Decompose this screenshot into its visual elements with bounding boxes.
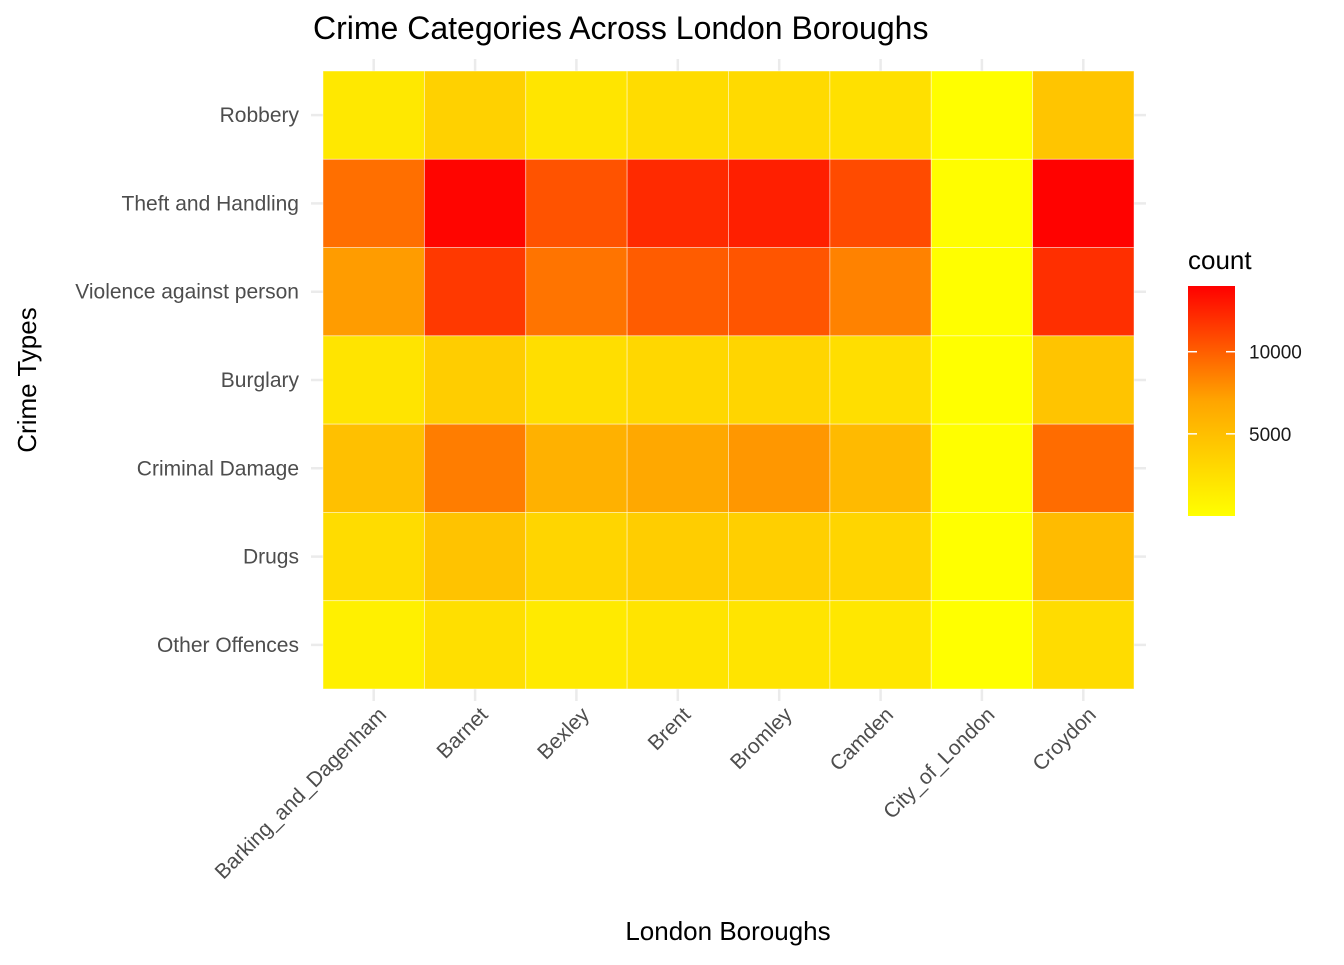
heatmap-cell	[322, 335, 425, 425]
heatmap-cell	[829, 247, 932, 337]
y-tick-label: Criminal Damage	[137, 457, 299, 480]
heatmap-cell	[626, 512, 729, 602]
heatmap-cell	[1032, 335, 1135, 425]
heatmap-cell	[525, 600, 628, 690]
heatmap-cell	[930, 512, 1034, 602]
heatmap-cell	[728, 335, 831, 425]
heatmap-cell	[728, 247, 831, 337]
heatmap-cell	[525, 158, 628, 248]
heatmap-cell	[322, 512, 425, 602]
heatmap-cell	[1032, 247, 1135, 337]
heatmap-cell	[626, 158, 729, 248]
y-tick-label: Robbery	[220, 104, 300, 127]
heatmap-cell	[322, 70, 425, 160]
heatmap-cell	[525, 423, 628, 513]
heatmap-cell	[322, 247, 425, 337]
x-tick-label: Camden	[826, 703, 898, 775]
y-tick-label: Violence against person	[75, 281, 299, 304]
heatmap-cell	[525, 512, 628, 602]
x-tick-label: Croydon	[1028, 703, 1100, 775]
heatmap-cell	[1032, 70, 1135, 160]
heatmap-cell	[423, 600, 527, 690]
heatmap-cell	[829, 158, 932, 248]
heatmap-cell	[728, 158, 831, 248]
chart-title: Crime Categories Across London Boroughs	[313, 10, 928, 46]
heatmap-tiles	[322, 70, 1135, 690]
heatmap-cell	[626, 70, 729, 160]
heatmap-cell	[829, 335, 932, 425]
legend-color-bar	[1188, 286, 1235, 516]
heatmap-cell	[829, 70, 932, 160]
heatmap-cell	[930, 158, 1034, 248]
heatmap-cell	[1032, 512, 1135, 602]
heatmap-cell	[626, 423, 729, 513]
x-axis-tick-labels: Barking_and_Dagenham Barnet Bexley Brent Bro…	[211, 703, 1101, 884]
y-axis-tick-labels: Robbery Theft and Handling Violence agains…	[75, 104, 299, 657]
heatmap-cell	[423, 512, 527, 602]
heatmap-cell	[829, 423, 932, 513]
heatmap-cell	[423, 335, 527, 425]
heatmap-cell	[930, 70, 1034, 160]
heatmap-cell	[322, 423, 425, 513]
heatmap-cell	[728, 70, 831, 160]
heatmap-cell	[423, 423, 527, 513]
y-tick-label: Other Offences	[157, 634, 299, 657]
heatmap-cell	[525, 335, 628, 425]
heatmap-cell	[626, 247, 729, 337]
legend-ticks: 5000 10000	[1188, 343, 1302, 446]
heatmap-cell	[1032, 423, 1135, 513]
heatmap-cell	[423, 247, 527, 337]
color-legend: count 5000 10000	[1188, 245, 1302, 516]
legend-tick-label: 5000	[1249, 425, 1291, 446]
x-tick-label: City_of_London	[879, 703, 999, 823]
heatmap-cell	[626, 335, 729, 425]
x-tick-label: Barking_and_Dagenham	[211, 703, 392, 884]
x-tick-label: Bromley	[726, 703, 797, 774]
x-tick-label: Bexley	[533, 703, 594, 764]
x-tick-label: Brent	[644, 703, 696, 755]
heatmap-cell	[728, 423, 831, 513]
heatmap-cell	[525, 70, 628, 160]
heatmap-cell	[423, 158, 527, 248]
heatmap-cell	[930, 335, 1034, 425]
heatmap-cell	[322, 158, 425, 248]
heatmap-cell	[525, 247, 628, 337]
heatmap-cell	[829, 512, 932, 602]
heatmap-cell	[626, 600, 729, 690]
heatmap-cell	[1032, 600, 1135, 690]
heatmap-cell	[1032, 158, 1135, 248]
x-axis-title: London Boroughs	[625, 916, 830, 946]
y-tick-label: Drugs	[243, 546, 299, 569]
heatmap-cell	[728, 600, 831, 690]
legend-tick-label: 10000	[1249, 343, 1302, 364]
heatmap-cell	[322, 600, 425, 690]
heatmap-cell	[728, 512, 831, 602]
y-tick-label: Burglary	[221, 369, 300, 392]
heatmap-cell	[930, 247, 1034, 337]
heatmap-cell	[829, 600, 932, 690]
x-tick-label: Barnet	[433, 703, 493, 763]
y-tick-label: Theft and Handling	[122, 192, 299, 215]
heatmap-cell	[423, 70, 527, 160]
y-axis-title: Crime Types	[12, 307, 42, 452]
heatmap-cell	[930, 423, 1034, 513]
legend-title: count	[1188, 245, 1252, 275]
heatmap-cell	[930, 600, 1034, 690]
